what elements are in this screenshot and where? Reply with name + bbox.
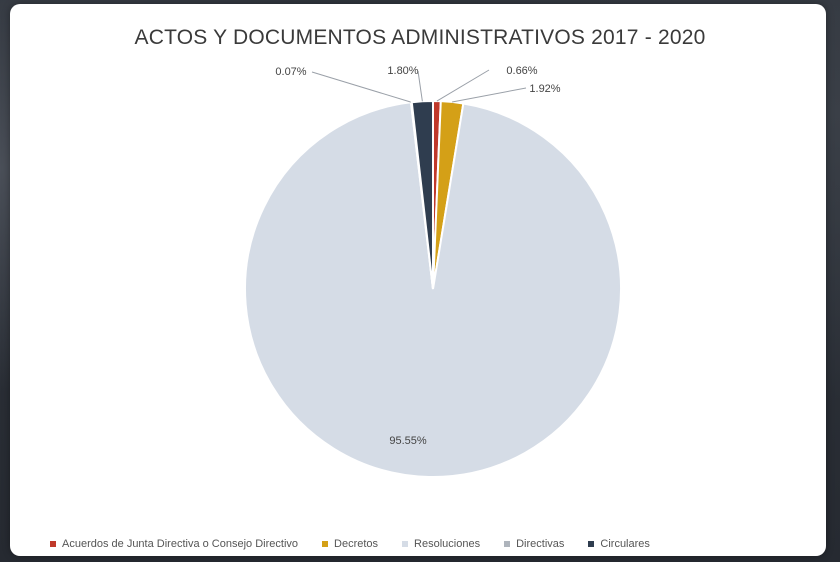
legend-item: Resoluciones: [402, 538, 480, 550]
data-label: 0.66%: [506, 65, 537, 77]
legend-item: Decretos: [322, 538, 378, 550]
legend-label: Resoluciones: [414, 538, 481, 550]
chart-legend: Acuerdos de Junta Directiva o Consejo Di…: [50, 538, 840, 550]
legend-label: Acuerdos de Junta Directiva o Consejo Di…: [62, 538, 299, 550]
legend-swatch: [504, 541, 511, 547]
data-label: 95.55%: [389, 435, 427, 447]
leader-line: [417, 70, 423, 102]
legend-swatch: [322, 541, 329, 547]
legend-item: Acuerdos de Junta Directiva o Consejo Di…: [50, 538, 298, 550]
data-label: 1.92%: [529, 83, 560, 95]
data-label: 1.80%: [387, 65, 418, 77]
legend-label: Directivas: [516, 538, 565, 550]
legend-label: Decretos: [334, 538, 379, 550]
leader-line: [436, 69, 490, 102]
leader-line: [311, 71, 412, 103]
legend-label: Circulares: [600, 538, 650, 550]
legend-swatch: [50, 541, 56, 547]
leader-line: [452, 87, 527, 103]
data-label: 0.07%: [275, 66, 306, 78]
legend-item: Circulares: [588, 538, 650, 550]
chart-title: ACTOS Y DOCUMENTOS ADMINISTRATIVOS 2017 …: [134, 26, 706, 49]
legend-swatch: [588, 541, 595, 547]
legend-item: Directivas: [504, 538, 564, 550]
legend-swatch: [402, 541, 409, 547]
pie-slice-resoluciones: [243, 101, 622, 478]
